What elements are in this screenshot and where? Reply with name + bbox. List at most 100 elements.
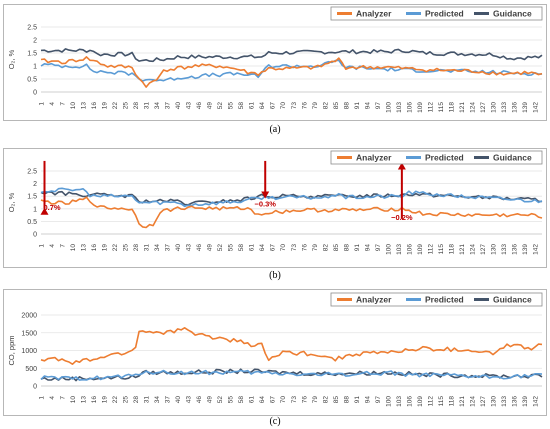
x-tick-label: 133 bbox=[501, 102, 508, 113]
x-tick-label: 142 bbox=[532, 244, 539, 255]
x-tick-label: 25 bbox=[123, 244, 130, 252]
x-tick-label: 25 bbox=[123, 396, 130, 404]
legend-label: Predicted bbox=[425, 9, 464, 19]
x-tick-label: 112 bbox=[427, 244, 434, 255]
caption-a: (a) bbox=[269, 124, 281, 135]
x-tick-label: 7 bbox=[60, 396, 67, 400]
x-tick-label: 28 bbox=[133, 244, 140, 252]
x-tick-label: 4 bbox=[49, 396, 56, 400]
annotation-arrowhead bbox=[261, 191, 270, 199]
annotation-label: −0.3% bbox=[254, 199, 276, 208]
x-tick-label: 55 bbox=[228, 244, 235, 252]
x-tick-label: 136 bbox=[511, 396, 518, 407]
y-tick-label: 0 bbox=[33, 90, 37, 97]
y-tick-label: 1 bbox=[33, 206, 37, 213]
chart-panel-c: 0 500 1000 1500 2000 CO, ppm 1 4 7 10 13 16 19 22 25 28… bbox=[3, 289, 547, 416]
series-line-guidance bbox=[40, 190, 542, 206]
x-tick-label: 49 bbox=[207, 244, 214, 252]
x-tick-label: 61 bbox=[249, 244, 256, 252]
x-tick-label: 34 bbox=[154, 102, 161, 110]
x-tick-label: 31 bbox=[144, 244, 151, 252]
x-tick-label: 76 bbox=[301, 102, 308, 110]
y-tick-label: 1000 bbox=[21, 348, 37, 355]
x-tick-label: 103 bbox=[396, 396, 403, 407]
y-tick-label: 0.5 bbox=[27, 219, 37, 226]
x-tick-label: 82 bbox=[322, 102, 329, 110]
legend-label: Predicted bbox=[425, 295, 464, 305]
y-tick-label: 2000 bbox=[21, 313, 37, 320]
series-line-analyzer bbox=[40, 56, 543, 88]
legend-box bbox=[330, 292, 543, 307]
x-tick-label: 82 bbox=[322, 396, 329, 404]
x-tick-label: 103 bbox=[396, 102, 403, 113]
x-tick-label: 46 bbox=[196, 244, 203, 252]
x-tick-label: 49 bbox=[207, 396, 214, 404]
x-tick-label: 100 bbox=[385, 102, 392, 113]
x-tick-label: 25 bbox=[123, 102, 130, 110]
x-tick-label: 16 bbox=[91, 396, 98, 404]
y-tick-label: 0.5 bbox=[27, 77, 37, 84]
y-axis-label: O₂, % bbox=[7, 49, 16, 69]
chart-panel-b: 0 0.5 1 1.5 2 2.5 O₂, % 1 4 7 10 13 16 19 22 25 28 31 34 37… bbox=[3, 148, 547, 268]
x-tick-label: 58 bbox=[238, 102, 245, 110]
y-tick-label: 2 bbox=[33, 181, 37, 188]
x-tick-label: 10 bbox=[70, 244, 77, 252]
x-tick-label: 73 bbox=[291, 102, 298, 110]
x-tick-label: 139 bbox=[522, 102, 529, 113]
x-tick-label: 13 bbox=[81, 396, 88, 404]
x-tick-label: 130 bbox=[490, 396, 497, 407]
x-tick-label: 106 bbox=[406, 244, 413, 255]
annotation-arrowhead bbox=[397, 162, 406, 170]
x-tick-label: 106 bbox=[406, 396, 413, 407]
y-tick-label: 0 bbox=[33, 384, 37, 391]
x-tick-label: 136 bbox=[511, 244, 518, 255]
chart-panel-a: 0 0.5 1 1.5 2 2.5 O₂, % 1 4 7 10 13 16 19 22 25 28 31 34 37… bbox=[3, 4, 547, 121]
x-tick-label: 7 bbox=[60, 244, 67, 248]
series-line-predicted bbox=[40, 59, 542, 82]
x-tick-label: 43 bbox=[186, 102, 193, 110]
y-tick-label: 2.5 bbox=[27, 25, 37, 32]
x-tick-label: 52 bbox=[217, 396, 224, 404]
x-tick-label: 31 bbox=[144, 102, 151, 110]
x-tick-label: 100 bbox=[385, 244, 392, 255]
x-tick-label: 76 bbox=[301, 244, 308, 252]
x-tick-label: 40 bbox=[175, 102, 182, 110]
legend-label: Analyzer bbox=[356, 153, 392, 163]
y-axis-label: O₂, % bbox=[7, 192, 16, 212]
legend-label: Analyzer bbox=[356, 9, 392, 19]
x-tick-label: 70 bbox=[280, 102, 287, 110]
x-tick-label: 70 bbox=[280, 244, 287, 252]
x-tick-label: 34 bbox=[154, 244, 161, 252]
y-tick-label: 2 bbox=[33, 38, 37, 45]
y-tick-label: 0 bbox=[33, 232, 37, 239]
x-tick-label: 91 bbox=[354, 396, 361, 404]
x-tick-label: 139 bbox=[522, 396, 529, 407]
legend-box bbox=[330, 150, 543, 165]
x-tick-label: 79 bbox=[312, 102, 319, 110]
x-tick-label: 61 bbox=[249, 396, 256, 404]
x-tick-label: 82 bbox=[322, 244, 329, 252]
x-tick-label: 40 bbox=[175, 396, 182, 404]
x-tick-label: 142 bbox=[532, 102, 539, 113]
x-tick-label: 43 bbox=[186, 396, 193, 404]
x-tick-label: 67 bbox=[270, 244, 277, 252]
x-tick-label: 121 bbox=[459, 244, 466, 255]
x-tick-label: 127 bbox=[480, 396, 487, 407]
chart-b: 00.511.522.5O₂, %1 4 7 10 13 16 19 22 25 28 31 34 37… bbox=[7, 150, 543, 255]
x-tick-label: 70 bbox=[280, 396, 287, 404]
x-tick-label: 139 bbox=[522, 244, 529, 255]
x-tick-label: 124 bbox=[469, 244, 476, 255]
x-tick-label: 19 bbox=[102, 102, 109, 110]
series-line-predicted bbox=[40, 187, 543, 208]
x-tick-label: 133 bbox=[501, 396, 508, 407]
x-tick-label: 31 bbox=[144, 396, 151, 404]
x-tick-label: 55 bbox=[228, 102, 235, 110]
x-tick-label: 22 bbox=[112, 396, 119, 404]
x-tick-label: 142 bbox=[532, 396, 539, 407]
x-tick-label: 91 bbox=[354, 244, 361, 252]
x-tick-label: 4 bbox=[49, 244, 56, 248]
x-tick-label: 13 bbox=[81, 102, 88, 110]
x-tick-label: 16 bbox=[91, 102, 98, 110]
legend-box bbox=[330, 6, 543, 21]
x-tick-label: 97 bbox=[375, 244, 382, 252]
